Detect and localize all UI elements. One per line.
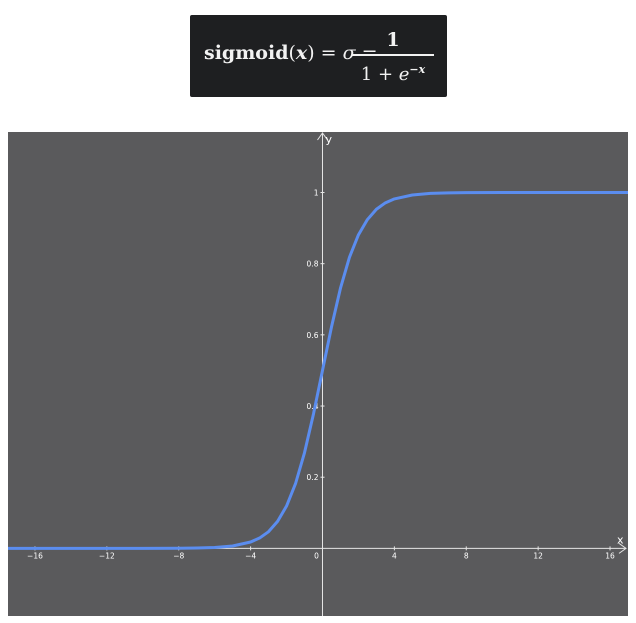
x-tick-label: −4 [245, 551, 256, 560]
y-tick-label: 0.8 [307, 260, 319, 269]
y-tick-label: 0.6 [307, 331, 319, 340]
equals-sign-1: = [320, 42, 337, 64]
formula-fraction: 1 1 + e−x [352, 29, 434, 86]
sigmoid-chart: x y −16 −12 −8 −4 0 4 8 12 16 0.2 0.4 0.6 0.8 1 [6, 132, 630, 616]
denominator-prefix: 1 + [360, 63, 399, 85]
x-tick-label: 12 [533, 551, 543, 560]
fraction-bar [352, 54, 434, 56]
x-tick-label: −12 [99, 551, 115, 560]
sigmoid-word: sigmoid [204, 42, 289, 64]
x-tick-label: 16 [605, 551, 615, 560]
open-paren: ( [288, 42, 296, 64]
x-axis-arrow [618, 542, 627, 554]
fraction-denominator: 1 + e−x [352, 59, 434, 86]
x-tick-label: 4 [392, 551, 397, 560]
chart-svg: x y −16 −12 −8 −4 0 4 8 12 16 0.2 0.4 0.6 0.8 1 [6, 132, 630, 616]
equals-sign-2: = [361, 42, 378, 64]
x-tick-label: −16 [27, 551, 43, 560]
series-layer [6, 191, 630, 550]
y-tick-label: 0.4 [307, 402, 319, 411]
y-tick-label: 1 [314, 189, 319, 198]
close-paren: ) [307, 42, 315, 64]
y-axis-label: y [325, 133, 332, 146]
y-tick-label: 0.2 [307, 473, 319, 482]
euler-e: e [398, 63, 410, 85]
sigmoid-curve [6, 191, 630, 550]
variable-x: x [295, 42, 308, 64]
plot-background [8, 132, 628, 616]
formula-lhs: sigmoid(x) = σ = [204, 42, 383, 64]
fraction-numerator: 1 [386, 29, 400, 51]
formula-panel: sigmoid(x) = σ = 1 1 + e−x [190, 15, 447, 97]
exponent: −x [409, 62, 426, 76]
x-tick-label: −8 [173, 551, 184, 560]
x-tick-label: 0 [314, 551, 319, 560]
sigma-symbol: σ [342, 42, 356, 64]
y-axis-arrow [317, 132, 328, 141]
x-axis-label: x [617, 533, 624, 546]
x-tick-label: 8 [464, 551, 469, 560]
